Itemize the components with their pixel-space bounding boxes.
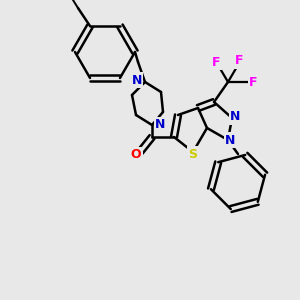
- Text: F: F: [212, 56, 220, 68]
- Text: O: O: [131, 148, 141, 161]
- Text: N: N: [230, 110, 240, 124]
- Text: S: S: [188, 148, 197, 160]
- Text: F: F: [249, 76, 257, 88]
- Text: N: N: [132, 74, 142, 86]
- Text: N: N: [155, 118, 165, 131]
- Text: N: N: [225, 134, 235, 146]
- Text: F: F: [235, 55, 243, 68]
